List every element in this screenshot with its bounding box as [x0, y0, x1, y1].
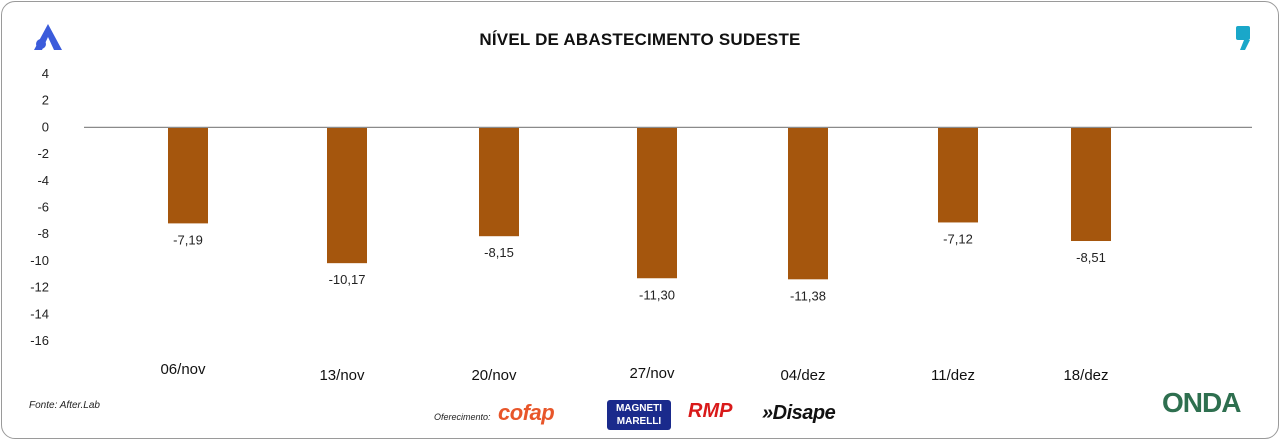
chart-title: NÍVEL DE ABASTECIMENTO SUDESTE [479, 30, 801, 49]
y-tick-label: -10 [30, 253, 49, 268]
x-tick-label: 06/nov [160, 361, 206, 378]
y-tick-label: -6 [37, 200, 49, 215]
y-tick-label: -4 [37, 173, 49, 188]
magneti-marelli-logo: MAGNETI MARELLI [607, 400, 671, 430]
y-tick-label: -8 [37, 226, 49, 241]
y-tick-label: 2 [42, 93, 49, 108]
x-tick-label: 20/nov [471, 367, 517, 384]
x-tick-label: 04/dez [780, 367, 825, 384]
quote-mark-icon [1236, 26, 1250, 50]
data-label: -10,17 [329, 272, 366, 287]
source-note: Fonte: After.Lab [29, 400, 100, 411]
data-label: -7,12 [943, 231, 973, 246]
x-tick-label: 18/dez [1063, 367, 1108, 384]
x-tick-label: 27/nov [629, 365, 675, 382]
data-label: -11,30 [639, 287, 675, 302]
data-label: -11,38 [790, 288, 826, 303]
bar [168, 127, 208, 224]
cofap-logo: cofap [498, 400, 555, 425]
bar [637, 127, 677, 279]
y-tick-label: -14 [30, 306, 49, 321]
sponsor-label: Oferecimento: [434, 412, 491, 422]
bar [327, 127, 367, 264]
y-tick-label: -16 [30, 333, 49, 348]
y-tick-label: -12 [30, 280, 49, 295]
stylized-a-logo-icon [34, 24, 62, 50]
y-tick-label: 0 [42, 119, 49, 134]
bar [479, 127, 519, 237]
bar [1071, 127, 1111, 242]
bar [938, 127, 978, 223]
data-label: -8,51 [1076, 250, 1106, 265]
rmp-logo: RMP [688, 400, 733, 422]
x-tick-label: 13/nov [319, 367, 365, 384]
data-label: -7,19 [173, 232, 203, 247]
data-label: -8,15 [484, 245, 514, 260]
disape-logo: »Disape [762, 402, 836, 424]
x-tick-label: 11/dez [931, 367, 975, 384]
bar [788, 127, 828, 280]
onda-logo: ONDA [1162, 387, 1241, 418]
y-tick-label: 4 [42, 66, 49, 81]
y-tick-label: -2 [37, 146, 49, 161]
